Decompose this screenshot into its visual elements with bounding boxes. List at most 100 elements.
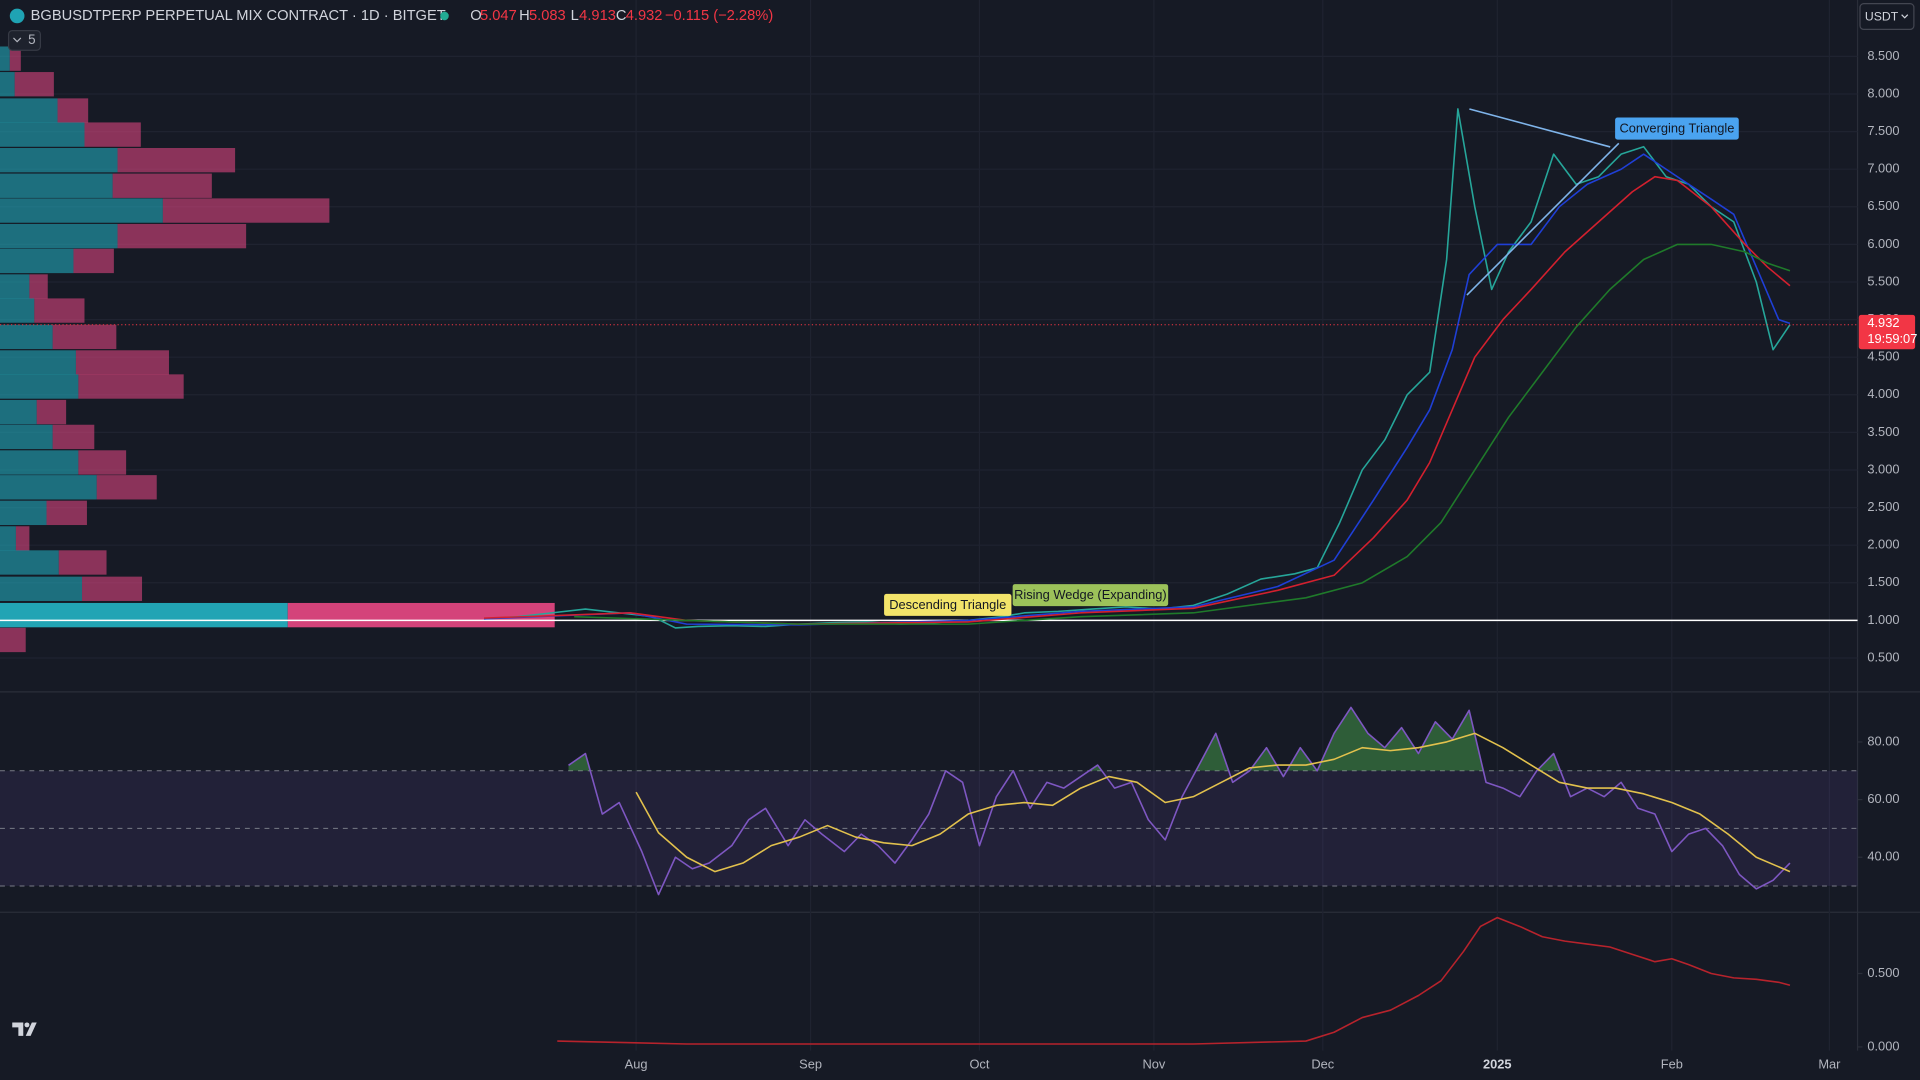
low-label: L (571, 8, 579, 24)
header: BGBUSDTPERP PERPETUAL MIX CONTRACT · 1D … (7, 3, 1915, 51)
profile-down-bar (14, 72, 54, 97)
high-label: H (519, 8, 530, 24)
open-value: 5.047 (480, 8, 517, 24)
profile-down-bar (46, 500, 87, 526)
profile-up-bar (0, 526, 16, 551)
annotation: Converging Triangle (1619, 121, 1734, 136)
profile-down-bar (287, 602, 555, 628)
annotation: Descending Triangle (889, 597, 1006, 612)
profile-up-bar (0, 274, 30, 299)
profile-up-bar (0, 324, 53, 350)
profile-down-bar (82, 576, 143, 601)
logo-mark (12, 1022, 37, 1036)
annotation-box (1012, 584, 1169, 607)
profile-down-bar (117, 223, 247, 249)
profile-down-bar (9, 46, 21, 71)
y-tick-label: 3.500 (1867, 424, 1899, 439)
overbought-fill (568, 707, 1561, 771)
currency-selector[interactable] (1859, 3, 1915, 30)
y-tick-label: 1.500 (1867, 574, 1899, 589)
chevron-icon (13, 37, 22, 43)
annotation-box (884, 593, 1012, 616)
y-tick-label: 7.500 (1867, 123, 1899, 138)
y-tick-label: 0.000 (1867, 1038, 1899, 1053)
profile-down-bar (84, 122, 141, 147)
triangle-line (1466, 142, 1620, 296)
currency: USDT (1865, 9, 1899, 23)
indicator-toggle[interactable] (7, 30, 42, 51)
change-value: −0.115 (−2.28%) (665, 8, 773, 24)
indicator-count: 5 (28, 32, 35, 47)
profile-down-bar (34, 298, 85, 323)
x-tick-label: Mar (1818, 1057, 1841, 1072)
logo-dot (24, 1022, 30, 1028)
profile-down-bar (29, 274, 48, 299)
y-tick-label: 0.500 (1867, 965, 1899, 980)
profile-down-bar (58, 550, 107, 575)
y-tick-label: 7.000 (1867, 161, 1899, 176)
series-line (557, 916, 1791, 1045)
profile-down-bar (52, 424, 95, 450)
profile-up-bar (0, 148, 118, 173)
profile-down-bar (15, 526, 30, 551)
x-tick-label: Aug (625, 1057, 648, 1072)
profile-up-bar (0, 500, 47, 526)
profile-down-bar (112, 173, 212, 198)
x-tick-label: Dec (1311, 1057, 1334, 1072)
y-tick-label: 0.500 (1867, 649, 1899, 664)
market-status (440, 11, 449, 21)
profile-down-bar (78, 450, 127, 475)
high-value: 5.083 (529, 8, 566, 24)
x-tick-label: Nov (1143, 1057, 1166, 1072)
profile-up-bar (0, 350, 76, 375)
y-tick-label: 2.000 (1867, 537, 1899, 552)
profile-down-bar (73, 248, 114, 274)
profile-up-bar (0, 198, 163, 223)
y-tick-label: 2.500 (1867, 499, 1899, 514)
y-tick-label: 6.000 (1867, 236, 1899, 251)
profile-up-bar (0, 424, 53, 450)
y-tick-label: 4.000 (1867, 386, 1899, 401)
profile-down-bar (96, 475, 157, 500)
profile-up-bar (0, 550, 59, 575)
x-tick-label: Sep (799, 1057, 822, 1072)
profile-up-bar (0, 475, 97, 500)
y-tick-label: 80.00 (1867, 733, 1899, 748)
last-price-tag (1858, 314, 1916, 350)
profile-up-bar (0, 98, 58, 123)
open-label: O (470, 8, 481, 24)
series-line (574, 243, 1791, 625)
y-tick-label: 4.500 (1867, 349, 1899, 364)
profile-up-bar (0, 399, 37, 425)
x-tick-label: Feb (1661, 1057, 1683, 1072)
series-line (483, 108, 1791, 629)
profile-up-bar (0, 173, 113, 198)
brand-logo (12, 1022, 37, 1036)
y-tick-label: 1.000 (1867, 612, 1899, 627)
profile-down-bar (117, 148, 236, 173)
profile-up-bar (0, 72, 15, 97)
low-value: 4.913 (579, 8, 616, 24)
series-line (484, 153, 1791, 626)
profile-up-bar (0, 576, 83, 601)
profile-up-bar (0, 248, 74, 274)
annotation-box (1615, 117, 1739, 140)
profile-down-bar (162, 198, 330, 223)
y-tick-label: 40.00 (1867, 849, 1899, 864)
countdown: 19:59:07 (1867, 331, 1917, 346)
symbol[interactable]: BGBUSDTPERP PERPETUAL MIX CONTRACT · 1D … (31, 8, 446, 24)
chevron-icon (1901, 14, 1909, 19)
annotation: Rising Wedge (Expanding) (1014, 587, 1167, 602)
profile-up-bar (0, 450, 79, 475)
profile-down-bar (52, 324, 117, 350)
y-tick-label: 3.000 (1867, 461, 1899, 476)
y-tick-label: 6.500 (1867, 198, 1899, 213)
profile-down-bar (75, 350, 169, 375)
profile-up-bar (0, 374, 79, 399)
close-label: C (616, 8, 627, 24)
triangle-line (1469, 108, 1611, 148)
profile-up-bar (0, 298, 35, 323)
